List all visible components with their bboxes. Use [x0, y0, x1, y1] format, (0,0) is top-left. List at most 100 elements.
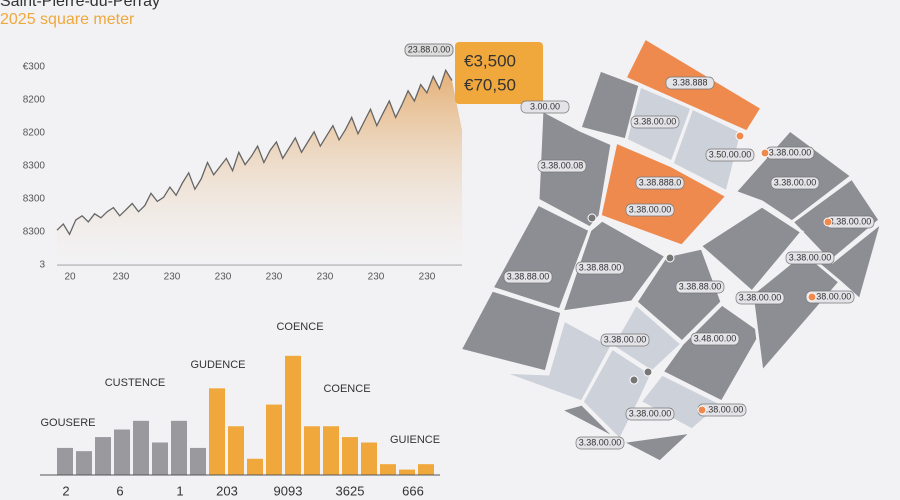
map-label-box: [770, 176, 820, 190]
bar: [95, 437, 111, 475]
line: [56, 68, 453, 236]
map-label-box: [537, 159, 587, 173]
map-label-box: [675, 280, 725, 294]
bar: [133, 420, 149, 475]
bar: [399, 469, 415, 475]
map-dot: [643, 367, 653, 377]
bar: [190, 447, 206, 475]
map-label-box: [625, 407, 675, 421]
x-tick-label: 1: [176, 483, 183, 498]
map-label: 3.38.00.00: [629, 408, 672, 418]
map-label: 3.38.00.00: [809, 291, 852, 301]
y-tick-label: 8200: [23, 95, 46, 106]
x-tick-label: 230: [164, 272, 181, 283]
bar: [152, 442, 168, 475]
map-label: 3.38.00.00: [579, 437, 622, 447]
y-tick-label: 8300: [23, 161, 46, 172]
map-label-box: [735, 291, 785, 305]
x-tick-label: 230: [113, 272, 130, 283]
callout-tag: 23.88.0.00: [408, 44, 451, 54]
x-tick-label: 9093: [274, 483, 303, 498]
map-label: 3.38.888: [672, 77, 707, 87]
bar: [57, 447, 73, 475]
map-label-box: [575, 261, 625, 275]
map-label-box: [575, 436, 625, 450]
map-label: 3.38.88.00: [507, 271, 550, 281]
map-label-box: [520, 100, 570, 114]
map-label-box: [705, 148, 755, 162]
map-label-box: [785, 251, 835, 265]
map-label: 3.38.888.0: [639, 177, 682, 187]
bar: [171, 420, 187, 475]
map-label: 3.38.00.00: [604, 334, 647, 344]
map-label: 3.00.00: [530, 101, 560, 111]
map-dot: [807, 292, 817, 302]
title: Saint-Pierre-du-Perray: [0, 0, 160, 10]
y-tick-label: 8200: [23, 128, 46, 139]
bar: [266, 404, 282, 475]
bar: [114, 429, 130, 475]
map-dot: [735, 131, 745, 141]
map-label-box: [625, 203, 675, 217]
map-label: 3.50.00.00: [709, 149, 752, 159]
x-tick-label: 6: [116, 483, 123, 498]
annotation: GUDENCE: [190, 359, 245, 371]
annotation: CUSTENCE: [105, 377, 166, 389]
bar: [228, 426, 244, 475]
map-label: 3.38.00.00: [829, 216, 872, 226]
map-label: 3.48.00.00: [694, 333, 737, 343]
callout-text: €70,50: [464, 75, 516, 94]
x-tick-label: 230: [419, 272, 436, 283]
annotation: COENCE: [276, 321, 323, 333]
subtitle: 2025 square meter: [0, 11, 135, 28]
map-label-box: [665, 76, 715, 90]
x-tick-label: 20: [64, 272, 76, 283]
map-dot: [629, 375, 639, 385]
map-dot: [697, 405, 707, 415]
map-label-box: [600, 333, 650, 347]
annotation: COENCE: [323, 383, 370, 395]
map-label: 3.38.88.00: [579, 262, 622, 272]
y-tick-label: 3: [39, 260, 45, 271]
area: [57, 70, 462, 265]
map-label: 3.38.00.00: [701, 404, 744, 414]
map-label: 3.38.00.00: [739, 292, 782, 302]
map-label: 3.38.88.00: [679, 281, 722, 291]
map-label-box: [635, 176, 685, 190]
map-label: 3.38.00.00: [774, 177, 817, 187]
map-dot: [665, 253, 675, 263]
bar: [361, 442, 377, 475]
x-tick-label: 2: [62, 483, 69, 498]
x-tick-label: 666: [402, 483, 424, 498]
annotation: GOUSERE: [40, 417, 95, 429]
bar: [247, 458, 263, 475]
bar: [418, 464, 434, 475]
bar: [76, 451, 92, 475]
map-dot: [823, 217, 833, 227]
bar: [342, 437, 358, 475]
map-label: 3.38.00.00: [629, 204, 672, 214]
callout-text: €3,500: [464, 51, 516, 70]
y-tick-label: 8300: [23, 194, 46, 205]
y-tick-label: €300: [23, 62, 46, 73]
map-label: 3.38.00.00: [769, 147, 812, 157]
bar: [209, 388, 225, 475]
map-label-box: [690, 332, 740, 346]
bar: [304, 426, 320, 475]
bar: [323, 426, 339, 475]
map-label: 3.38.00.00: [634, 116, 677, 126]
x-tick-label: 230: [368, 272, 385, 283]
x-tick-label: 230: [215, 272, 232, 283]
map-dot: [760, 148, 770, 158]
map-label-box: [630, 115, 680, 129]
callout-box: [455, 42, 543, 104]
callout-tag-box: [404, 43, 454, 57]
bar: [380, 464, 396, 475]
x-tick-label: 203: [216, 483, 238, 498]
map-label: 3.38.00.00: [789, 252, 832, 262]
map-label-box: [503, 270, 553, 284]
map-label-box: [805, 290, 855, 304]
bar: [285, 355, 301, 475]
x-tick-label: 230: [266, 272, 283, 283]
